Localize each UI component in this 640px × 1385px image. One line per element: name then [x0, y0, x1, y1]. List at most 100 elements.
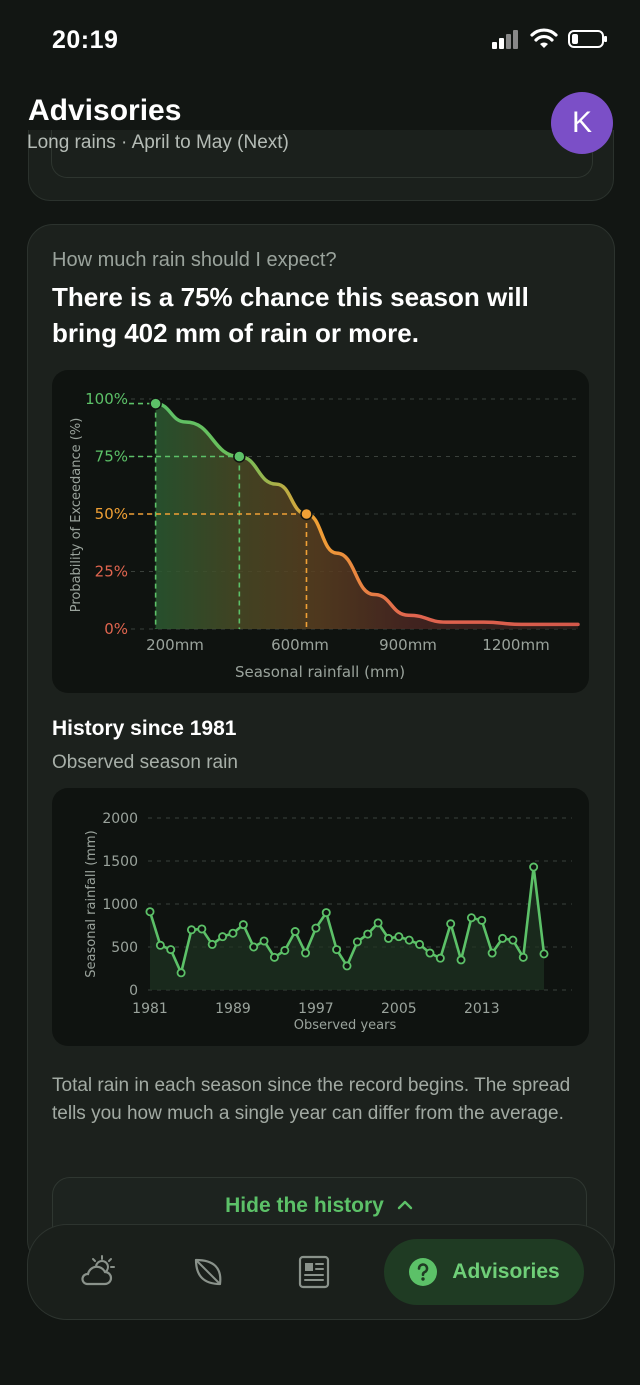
x-tick-label: 600mm: [271, 636, 329, 654]
y-tick-label: 0%: [104, 620, 128, 638]
tab-crops[interactable]: [178, 1225, 238, 1319]
help-circle-icon: [409, 1258, 438, 1286]
x-tick-label: 2005: [381, 1001, 417, 1017]
avatar[interactable]: K: [551, 92, 613, 154]
x-tick-label: 200mm: [146, 636, 204, 654]
history-point: [383, 933, 393, 943]
curve-marker: [233, 450, 246, 463]
history-point: [415, 939, 425, 949]
history-chart-svg: 0 500 1000 1500 2000 1981 1989 1997 2005 2013 Obse…: [84, 811, 572, 1033]
tab-advisories[interactable]: Advisories: [384, 1239, 584, 1305]
y-tick-label: 0: [129, 983, 138, 999]
history-chart: 0 500 1000 1500 2000 1981 1989 1997 2005 2013 Obse…: [52, 788, 589, 1046]
history-subtitle: Observed season rain: [52, 752, 238, 773]
curve-area: [155, 403, 578, 629]
chevron-up-icon: [397, 1200, 413, 1210]
history-point: [508, 935, 518, 945]
y-tick-label: 25%: [95, 563, 128, 581]
y-tick-label: 1500: [102, 854, 138, 870]
y-tick-label: 50%: [95, 505, 128, 523]
history-point: [404, 935, 414, 945]
x-tick-label: 2013: [464, 1001, 500, 1017]
status-bar: 20:19: [0, 0, 640, 80]
wifi-icon: [530, 28, 558, 48]
history-point: [425, 948, 435, 958]
history-point: [477, 915, 487, 925]
history-point: [155, 940, 165, 950]
exceedance-chart: 0% 25% 50% 75% 100% 200mm 600mm 900mm 1200mm Seas…: [52, 370, 589, 693]
y-axis-label: Seasonal rainfall (mm): [84, 830, 99, 977]
history-point: [332, 945, 342, 955]
history-point: [166, 945, 176, 955]
page-header: Advisories Long rains · April to May (Ne…: [0, 80, 640, 180]
history-point: [518, 952, 528, 962]
curve-marker: [300, 507, 313, 521]
status-icons: [492, 28, 608, 50]
x-tick-label: 1200mm: [482, 636, 549, 654]
exceedance-chart-svg: 0% 25% 50% 75% 100% 200mm 600mm 900mm 1200mm Seas…: [69, 390, 580, 681]
x-tick-label: 1997: [298, 1001, 334, 1017]
card-question: How much rain should I expect?: [52, 249, 337, 271]
history-point: [301, 948, 311, 958]
history-area: [150, 867, 544, 990]
history-point: [311, 923, 321, 933]
y-tick-label: 75%: [95, 448, 128, 466]
x-axis-label: Seasonal rainfall (mm): [235, 663, 405, 681]
history-point: [529, 862, 539, 872]
history-point: [539, 949, 549, 959]
leaf-icon: [194, 1258, 222, 1286]
history-point: [498, 933, 508, 943]
rain-expectation-card: How much rain should I expect? There is …: [27, 224, 615, 1266]
x-tick-label: 900mm: [379, 636, 437, 654]
history-point: [176, 968, 186, 978]
history-point: [207, 939, 217, 949]
history-point: [466, 913, 476, 923]
history-point: [342, 961, 352, 971]
bottom-tab-bar: Advisories: [27, 1224, 615, 1320]
card-answer: There is a 75% chance this season will b…: [52, 282, 529, 348]
history-point: [290, 927, 300, 937]
x-axis-label: Observed years: [294, 1018, 397, 1033]
previous-card-bottom: [28, 130, 614, 201]
page-subtitle: Long rains · April to May (Next): [27, 132, 289, 153]
status-time: 20:19: [52, 26, 119, 54]
history-point: [269, 952, 279, 962]
news-icon: [298, 1255, 330, 1289]
history-point: [321, 908, 331, 918]
history-point: [373, 918, 383, 928]
x-tick-label: 1989: [215, 1001, 251, 1017]
y-tick-label: 1000: [102, 897, 138, 913]
history-point: [394, 932, 404, 942]
history-point: [238, 920, 248, 930]
history-point: [487, 948, 497, 958]
tab-advisories-label: Advisories: [452, 1260, 560, 1283]
history-point: [197, 924, 207, 934]
history-point: [446, 919, 456, 929]
history-point: [228, 928, 238, 938]
hide-history-label: Hide the history: [225, 1194, 384, 1217]
history-title: History since 1981: [52, 717, 237, 740]
history-point: [280, 945, 290, 955]
exceedance-curve: [153, 401, 580, 627]
signal-icon: [492, 30, 518, 49]
history-point: [352, 937, 362, 947]
history-point: [435, 953, 445, 963]
tab-news[interactable]: [284, 1225, 344, 1319]
history-point: [249, 942, 259, 952]
weather-icon: [81, 1255, 115, 1286]
history-point: [259, 936, 269, 946]
history-point: [145, 907, 155, 917]
x-tick-label: 1981: [132, 1001, 168, 1017]
previous-card-inner: [51, 130, 593, 178]
battery-icon: [568, 30, 607, 48]
y-tick-label: 500: [111, 940, 138, 956]
y-tick-label: 100%: [85, 390, 128, 408]
y-axis-label: Probability of Exceedance (%): [69, 418, 84, 613]
tab-weather[interactable]: [68, 1225, 128, 1319]
page-title: Advisories: [28, 94, 182, 127]
history-point: [363, 929, 373, 939]
history-point: [186, 925, 196, 935]
history-point: [218, 932, 228, 942]
curve-marker: [149, 397, 162, 410]
history-point: [456, 955, 466, 965]
